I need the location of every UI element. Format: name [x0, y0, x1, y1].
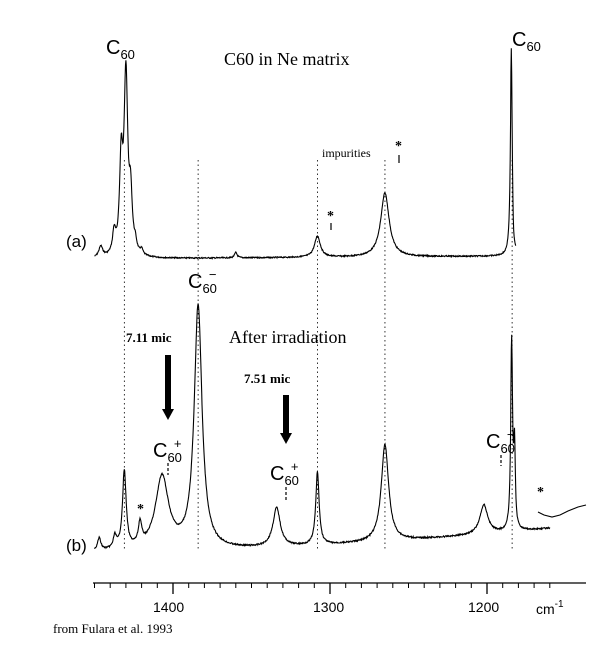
- peak-label-c60-plus-2: C60+: [270, 459, 299, 488]
- chart-title: C60 in Ne matrix: [224, 49, 350, 69]
- x-axis: [93, 582, 586, 594]
- dotted-guide-lines: [123, 160, 513, 550]
- peak-label-c60-left: C60: [106, 37, 135, 62]
- impurities-annotation: impurities: [322, 146, 371, 160]
- spectrum-traces: [94, 48, 587, 550]
- impurity-star-3: *: [137, 502, 144, 517]
- peak-markers: [162, 155, 502, 500]
- spectrum-trace-b-tail: [537, 504, 587, 518]
- peak-label-c60-right: C60: [512, 29, 541, 54]
- arrow-711-mic-head: [162, 409, 174, 420]
- wavelength-label-711: 7.11 mic: [126, 330, 172, 345]
- x-tick-label-1300: 1300: [313, 599, 345, 615]
- peak-label-c60-minus-2: C60−: [486, 427, 515, 456]
- trace-label-a: (a): [66, 232, 87, 251]
- trace-label-b: (b): [66, 536, 87, 555]
- impurity-star-1: *: [395, 139, 402, 154]
- source-note: from Fulara et al. 1993: [53, 621, 173, 636]
- x-tick-label-1400: 1400: [153, 599, 185, 615]
- impurity-star-2: *: [327, 209, 334, 224]
- peak-label-c60-minus-1: C60−: [188, 267, 217, 296]
- arrow-751-mic-shaft: [283, 395, 289, 434]
- arrow-751-mic-head: [280, 433, 292, 444]
- chart-subtitle: After irradiation: [229, 327, 347, 347]
- spectrum-trace-a: [94, 48, 517, 260]
- arrow-711-mic-shaft: [165, 355, 171, 410]
- x-tick-label-1200: 1200: [468, 599, 500, 615]
- spectrum-trace-b: [94, 303, 551, 550]
- peak-label-c60-plus-1: C60+: [153, 436, 182, 465]
- x-axis-unit-label: cm-1: [536, 599, 564, 617]
- impurity-star-4: *: [537, 485, 544, 500]
- wavelength-label-751: 7.51 mic: [244, 371, 291, 386]
